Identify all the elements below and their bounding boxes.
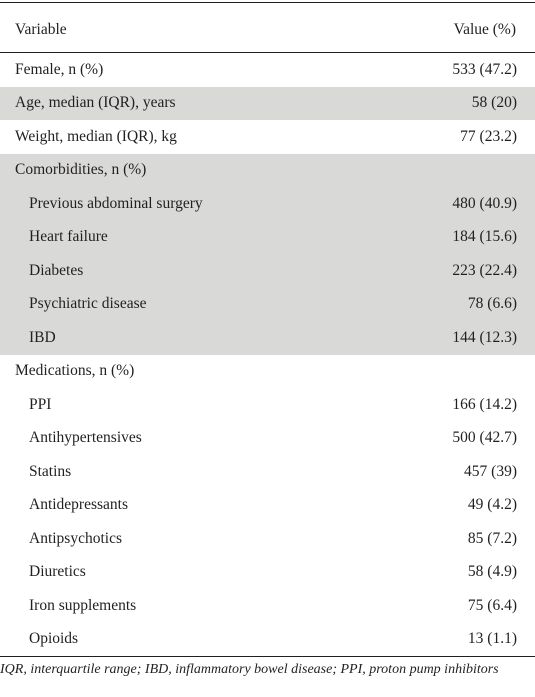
table-header-row: Variable Value (%) bbox=[0, 13, 535, 53]
row-label: PPI bbox=[29, 395, 52, 413]
row-value: 85 (7.2) bbox=[467, 529, 517, 547]
row-value: 77 (23.2) bbox=[460, 127, 517, 145]
row-label: Diuretics bbox=[29, 563, 86, 581]
row-label: Antipsychotics bbox=[29, 529, 122, 547]
table-row-antidepressants: Antidepressants 49 (4.2) bbox=[0, 489, 535, 523]
row-value: 500 (42.7) bbox=[452, 429, 517, 447]
row-label: Psychiatric disease bbox=[0, 287, 404, 321]
row-value: 223 (22.4) bbox=[404, 254, 535, 288]
row-value: 533 (47.2) bbox=[452, 60, 517, 78]
table-row-ppi: PPI 166 (14.2) bbox=[0, 388, 535, 422]
table-row-opioids: Opioids 13 (1.1) bbox=[0, 622, 535, 657]
row-value: 166 (14.2) bbox=[452, 395, 517, 413]
table-row-psychiatric-disease: Psychiatric disease 78 (6.6) bbox=[0, 287, 535, 321]
table-row-antipsychotics: Antipsychotics 85 (7.2) bbox=[0, 522, 535, 556]
table-row-previous-abdominal-surgery: Previous abdominal surgery 480 (40.9) bbox=[0, 187, 535, 221]
row-label: Female, n (%) bbox=[15, 60, 104, 78]
row-value: 75 (6.4) bbox=[467, 596, 517, 614]
table-row-comorbidities-heading: Comorbidities, n (%) bbox=[0, 153, 535, 187]
row-value bbox=[404, 153, 535, 187]
row-label: Comorbidities, n (%) bbox=[0, 153, 404, 187]
row-label: IBD bbox=[0, 321, 404, 355]
row-value bbox=[404, 355, 535, 389]
patient-characteristics-table: Variable Value (%) Female, n (%) 533 (47… bbox=[0, 13, 535, 657]
row-value: 58 (20) bbox=[404, 86, 535, 120]
column-header-variable: Variable bbox=[0, 13, 404, 53]
table-row-weight: Weight, median (IQR), kg 77 (23.2) bbox=[0, 120, 535, 154]
row-value: 49 (4.2) bbox=[467, 496, 517, 514]
table-top-rule bbox=[0, 2, 535, 3]
table-row-ibd: IBD 144 (12.3) bbox=[0, 321, 535, 355]
row-label: Antidepressants bbox=[29, 496, 129, 514]
row-value: 58 (4.9) bbox=[467, 563, 517, 581]
table-row-diuretics: Diuretics 58 (4.9) bbox=[0, 556, 535, 590]
row-label: Statins bbox=[29, 462, 72, 480]
row-label: Weight, median (IQR), kg bbox=[15, 127, 177, 145]
row-value: 78 (6.6) bbox=[404, 287, 535, 321]
table-row-antihypertensives: Antihypertensives 500 (42.7) bbox=[0, 422, 535, 456]
row-value: 184 (15.6) bbox=[404, 220, 535, 254]
table-row-statins: Statins 457 (39) bbox=[0, 455, 535, 489]
row-label: Antihypertensives bbox=[29, 429, 142, 447]
table-footnote: IQR, interquartile range; IBD, inflammat… bbox=[0, 662, 499, 677]
row-value: 13 (1.1) bbox=[404, 622, 535, 657]
row-value: 457 (39) bbox=[464, 462, 517, 480]
column-header-value: Value (%) bbox=[404, 13, 535, 53]
row-label: Previous abdominal surgery bbox=[0, 187, 404, 221]
row-value: 480 (40.9) bbox=[404, 187, 535, 221]
table-row-female: Female, n (%) 533 (47.2) bbox=[0, 53, 535, 87]
row-label: Medications, n (%) bbox=[15, 362, 135, 380]
row-label: Diabetes bbox=[0, 254, 404, 288]
row-label: Heart failure bbox=[0, 220, 404, 254]
table-row-heart-failure: Heart failure 184 (15.6) bbox=[0, 220, 535, 254]
row-value: 144 (12.3) bbox=[404, 321, 535, 355]
table-row-age: Age, median (IQR), years 58 (20) bbox=[0, 86, 535, 120]
row-label: Age, median (IQR), years bbox=[0, 86, 404, 120]
table-row-diabetes: Diabetes 223 (22.4) bbox=[0, 254, 535, 288]
row-label: Opioids bbox=[0, 622, 404, 657]
table-row-medications-heading: Medications, n (%) bbox=[0, 355, 535, 389]
table-row-iron-supplements: Iron supplements 75 (6.4) bbox=[0, 589, 535, 623]
row-label: Iron supplements bbox=[29, 596, 137, 614]
